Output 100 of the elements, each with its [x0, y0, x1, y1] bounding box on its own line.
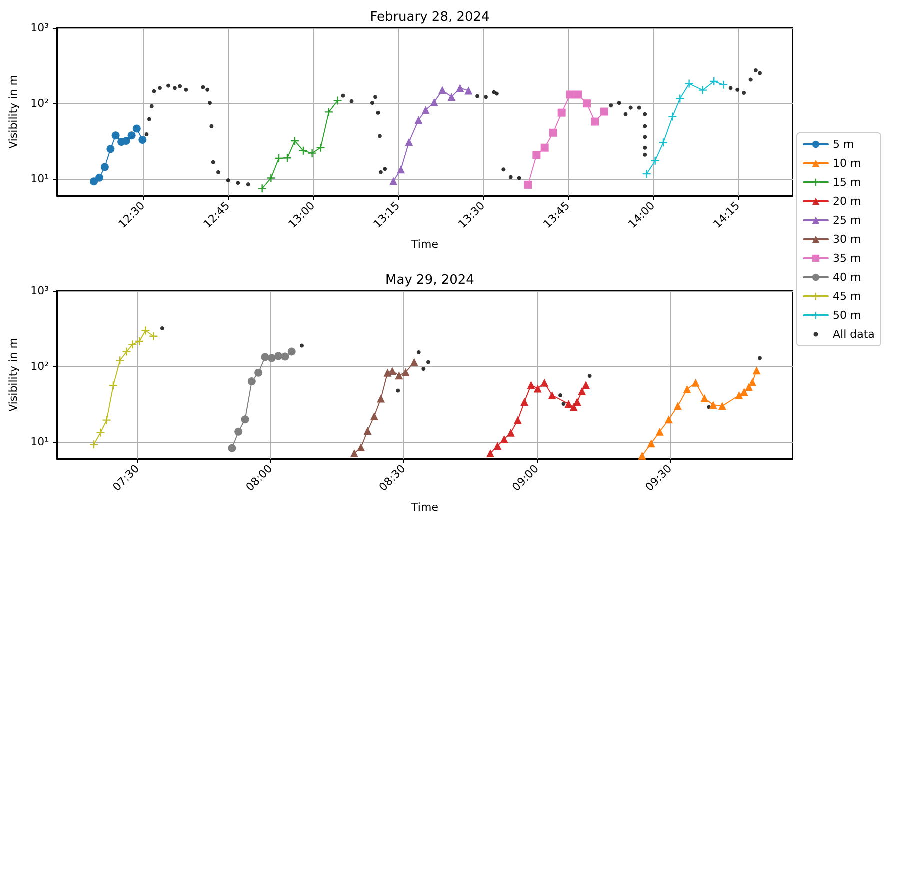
point — [534, 384, 542, 393]
point — [422, 106, 430, 114]
point — [476, 94, 480, 98]
point — [532, 151, 541, 160]
point — [267, 174, 276, 182]
point — [591, 118, 600, 126]
point — [674, 402, 682, 410]
point — [206, 88, 210, 92]
legend-label: 50 m — [833, 309, 862, 322]
point — [582, 381, 590, 390]
legend-label: 45 m — [833, 290, 862, 303]
legend-label: All data — [833, 328, 875, 341]
point — [226, 178, 230, 183]
point — [395, 372, 404, 380]
point — [735, 391, 744, 400]
point — [397, 166, 406, 174]
point — [643, 135, 648, 140]
point — [647, 440, 656, 448]
point — [508, 175, 513, 180]
point — [100, 163, 109, 172]
legend-label: 30 m — [833, 233, 862, 246]
point — [728, 86, 733, 90]
point — [582, 100, 591, 108]
point — [617, 100, 622, 105]
point — [700, 394, 709, 402]
point — [210, 124, 214, 128]
point — [494, 92, 499, 96]
legend-label: 35 m — [833, 252, 862, 265]
point — [377, 394, 386, 403]
point — [308, 149, 316, 158]
point — [540, 144, 549, 152]
point — [384, 368, 392, 377]
point — [527, 381, 536, 390]
point — [396, 388, 400, 393]
point — [268, 354, 276, 362]
point — [390, 177, 398, 186]
point — [517, 176, 522, 180]
point — [664, 416, 673, 424]
point — [132, 124, 141, 133]
legend-label: 20 m — [833, 195, 862, 208]
point — [236, 181, 240, 186]
point — [152, 89, 156, 94]
point — [402, 368, 410, 376]
point — [656, 428, 664, 436]
point — [438, 86, 447, 94]
point — [558, 108, 566, 117]
point — [378, 170, 383, 174]
point — [464, 86, 473, 95]
point — [201, 85, 206, 90]
point — [573, 398, 582, 406]
legend-label: 15 m — [833, 176, 862, 189]
y-tick-label: 10³ — [30, 22, 49, 34]
point — [643, 152, 648, 157]
point — [364, 426, 372, 435]
legend-label: 10 m — [833, 157, 862, 170]
point — [288, 348, 296, 356]
point — [142, 326, 150, 335]
point — [564, 400, 573, 408]
point — [624, 112, 628, 116]
point — [638, 452, 646, 460]
y-tick-label: 10¹ — [30, 172, 49, 186]
point — [228, 444, 236, 452]
point — [562, 402, 566, 406]
point — [234, 428, 243, 436]
point — [147, 117, 152, 122]
point — [216, 170, 220, 174]
point — [158, 86, 162, 90]
point — [184, 88, 188, 92]
point — [430, 98, 438, 106]
y-axis-title: Visibility in m — [7, 338, 20, 412]
point — [281, 352, 290, 361]
point — [500, 435, 508, 444]
legend-label: 25 m — [833, 214, 862, 227]
point — [507, 428, 516, 437]
point — [144, 132, 149, 137]
chart-title: February 28, 2024 — [370, 10, 490, 25]
point — [718, 402, 726, 410]
point — [261, 353, 270, 362]
point — [692, 378, 700, 387]
point — [90, 178, 98, 186]
point — [128, 132, 136, 140]
point — [520, 398, 529, 406]
point — [383, 167, 388, 172]
point — [628, 106, 633, 110]
point — [388, 367, 397, 376]
point — [758, 356, 762, 360]
point — [422, 366, 426, 371]
point — [350, 449, 358, 458]
point — [254, 368, 263, 377]
point — [676, 94, 684, 103]
point — [112, 132, 120, 140]
point — [502, 168, 506, 172]
point — [548, 391, 556, 400]
point — [637, 106, 642, 110]
point — [166, 84, 171, 88]
point — [540, 378, 549, 387]
point — [357, 444, 366, 452]
point — [736, 88, 740, 92]
point — [160, 326, 164, 331]
legend-label: 5 m — [833, 138, 854, 151]
